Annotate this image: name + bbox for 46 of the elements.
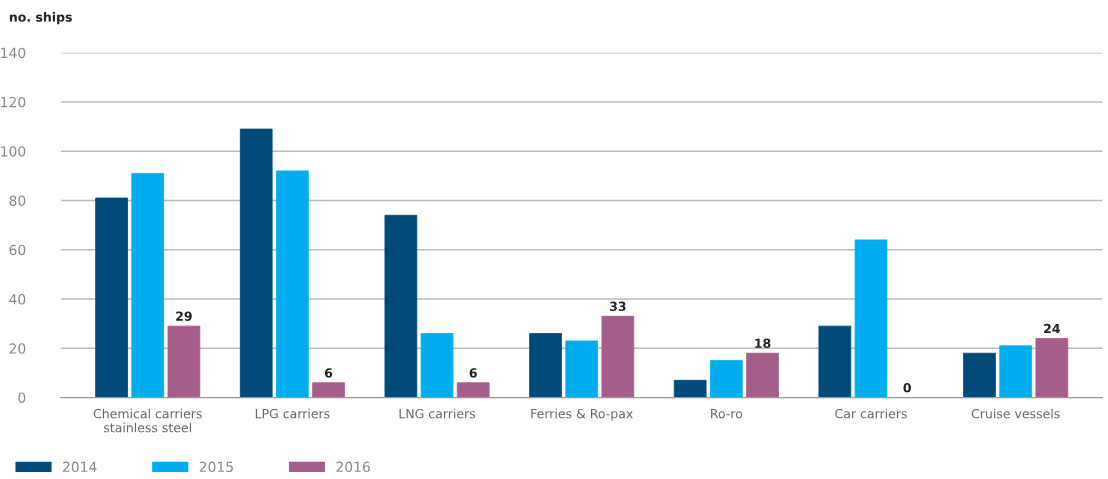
y-tick-label: 20 [9, 343, 26, 354]
data-label: 29 [176, 311, 192, 321]
y-tick-label: 40 [9, 294, 26, 305]
bar [818, 325, 852, 398]
bar [999, 345, 1032, 398]
bar [312, 382, 345, 398]
bar [565, 340, 599, 398]
data-label: 24 [1044, 323, 1060, 334]
x-tick-label: Car carriers [835, 408, 907, 419]
bar [276, 170, 309, 398]
legend-label: 2015 [199, 461, 233, 473]
bar [456, 382, 490, 398]
legend-label: 2014 [63, 461, 97, 473]
legend-label: 2016 [336, 461, 370, 473]
bar [384, 214, 418, 398]
y-tick-label: 60 [9, 244, 26, 256]
y-tick-label: 0 [18, 392, 26, 404]
y-tick-label: 140 [1, 47, 26, 59]
bar [963, 352, 996, 398]
y-tick-label: 100 [1, 146, 26, 157]
x-tick-label: Cruise vessels [971, 408, 1060, 419]
data-label: 6 [324, 368, 333, 378]
x-tick-label: Ro-ro [711, 409, 743, 419]
data-label: 6 [469, 368, 477, 378]
bar [710, 360, 743, 398]
data-label: 0 [903, 382, 911, 393]
bar [854, 239, 888, 398]
bar [1035, 338, 1069, 398]
x-tick-label: LPG carriers [255, 408, 330, 419]
y-tick-label: 80 [9, 195, 26, 206]
bar [420, 333, 454, 398]
x-tick-label: Ferries & Ro-pax [531, 408, 633, 421]
x-tick-label: LNG carriers [399, 408, 476, 419]
bar [131, 172, 165, 398]
bar [95, 197, 128, 398]
bar [167, 325, 201, 398]
bar [746, 352, 779, 398]
data-label: 33 [610, 301, 626, 312]
bar [601, 315, 635, 398]
bar [529, 333, 562, 398]
bar [239, 128, 273, 398]
y-axis-title: no. ships [9, 12, 72, 25]
y-tick-label: 120 [1, 96, 26, 108]
bar [673, 379, 707, 398]
x-tick-label: Chemical carriers stainless steel [93, 408, 202, 433]
data-label: 18 [755, 338, 771, 349]
